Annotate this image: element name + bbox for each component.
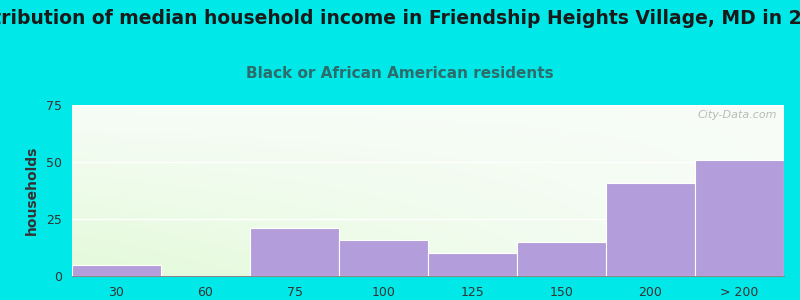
Y-axis label: households: households bbox=[26, 146, 39, 235]
Bar bbox=[250, 228, 339, 276]
Bar bbox=[72, 265, 161, 276]
Bar bbox=[606, 182, 695, 276]
Text: Black or African American residents: Black or African American residents bbox=[246, 66, 554, 81]
Bar bbox=[517, 242, 606, 276]
Bar bbox=[428, 253, 517, 276]
Text: Distribution of median household income in Friendship Heights Village, MD in 202: Distribution of median household income … bbox=[0, 9, 800, 28]
Bar bbox=[339, 239, 428, 276]
Text: City-Data.com: City-Data.com bbox=[698, 110, 777, 120]
Bar bbox=[695, 160, 784, 276]
